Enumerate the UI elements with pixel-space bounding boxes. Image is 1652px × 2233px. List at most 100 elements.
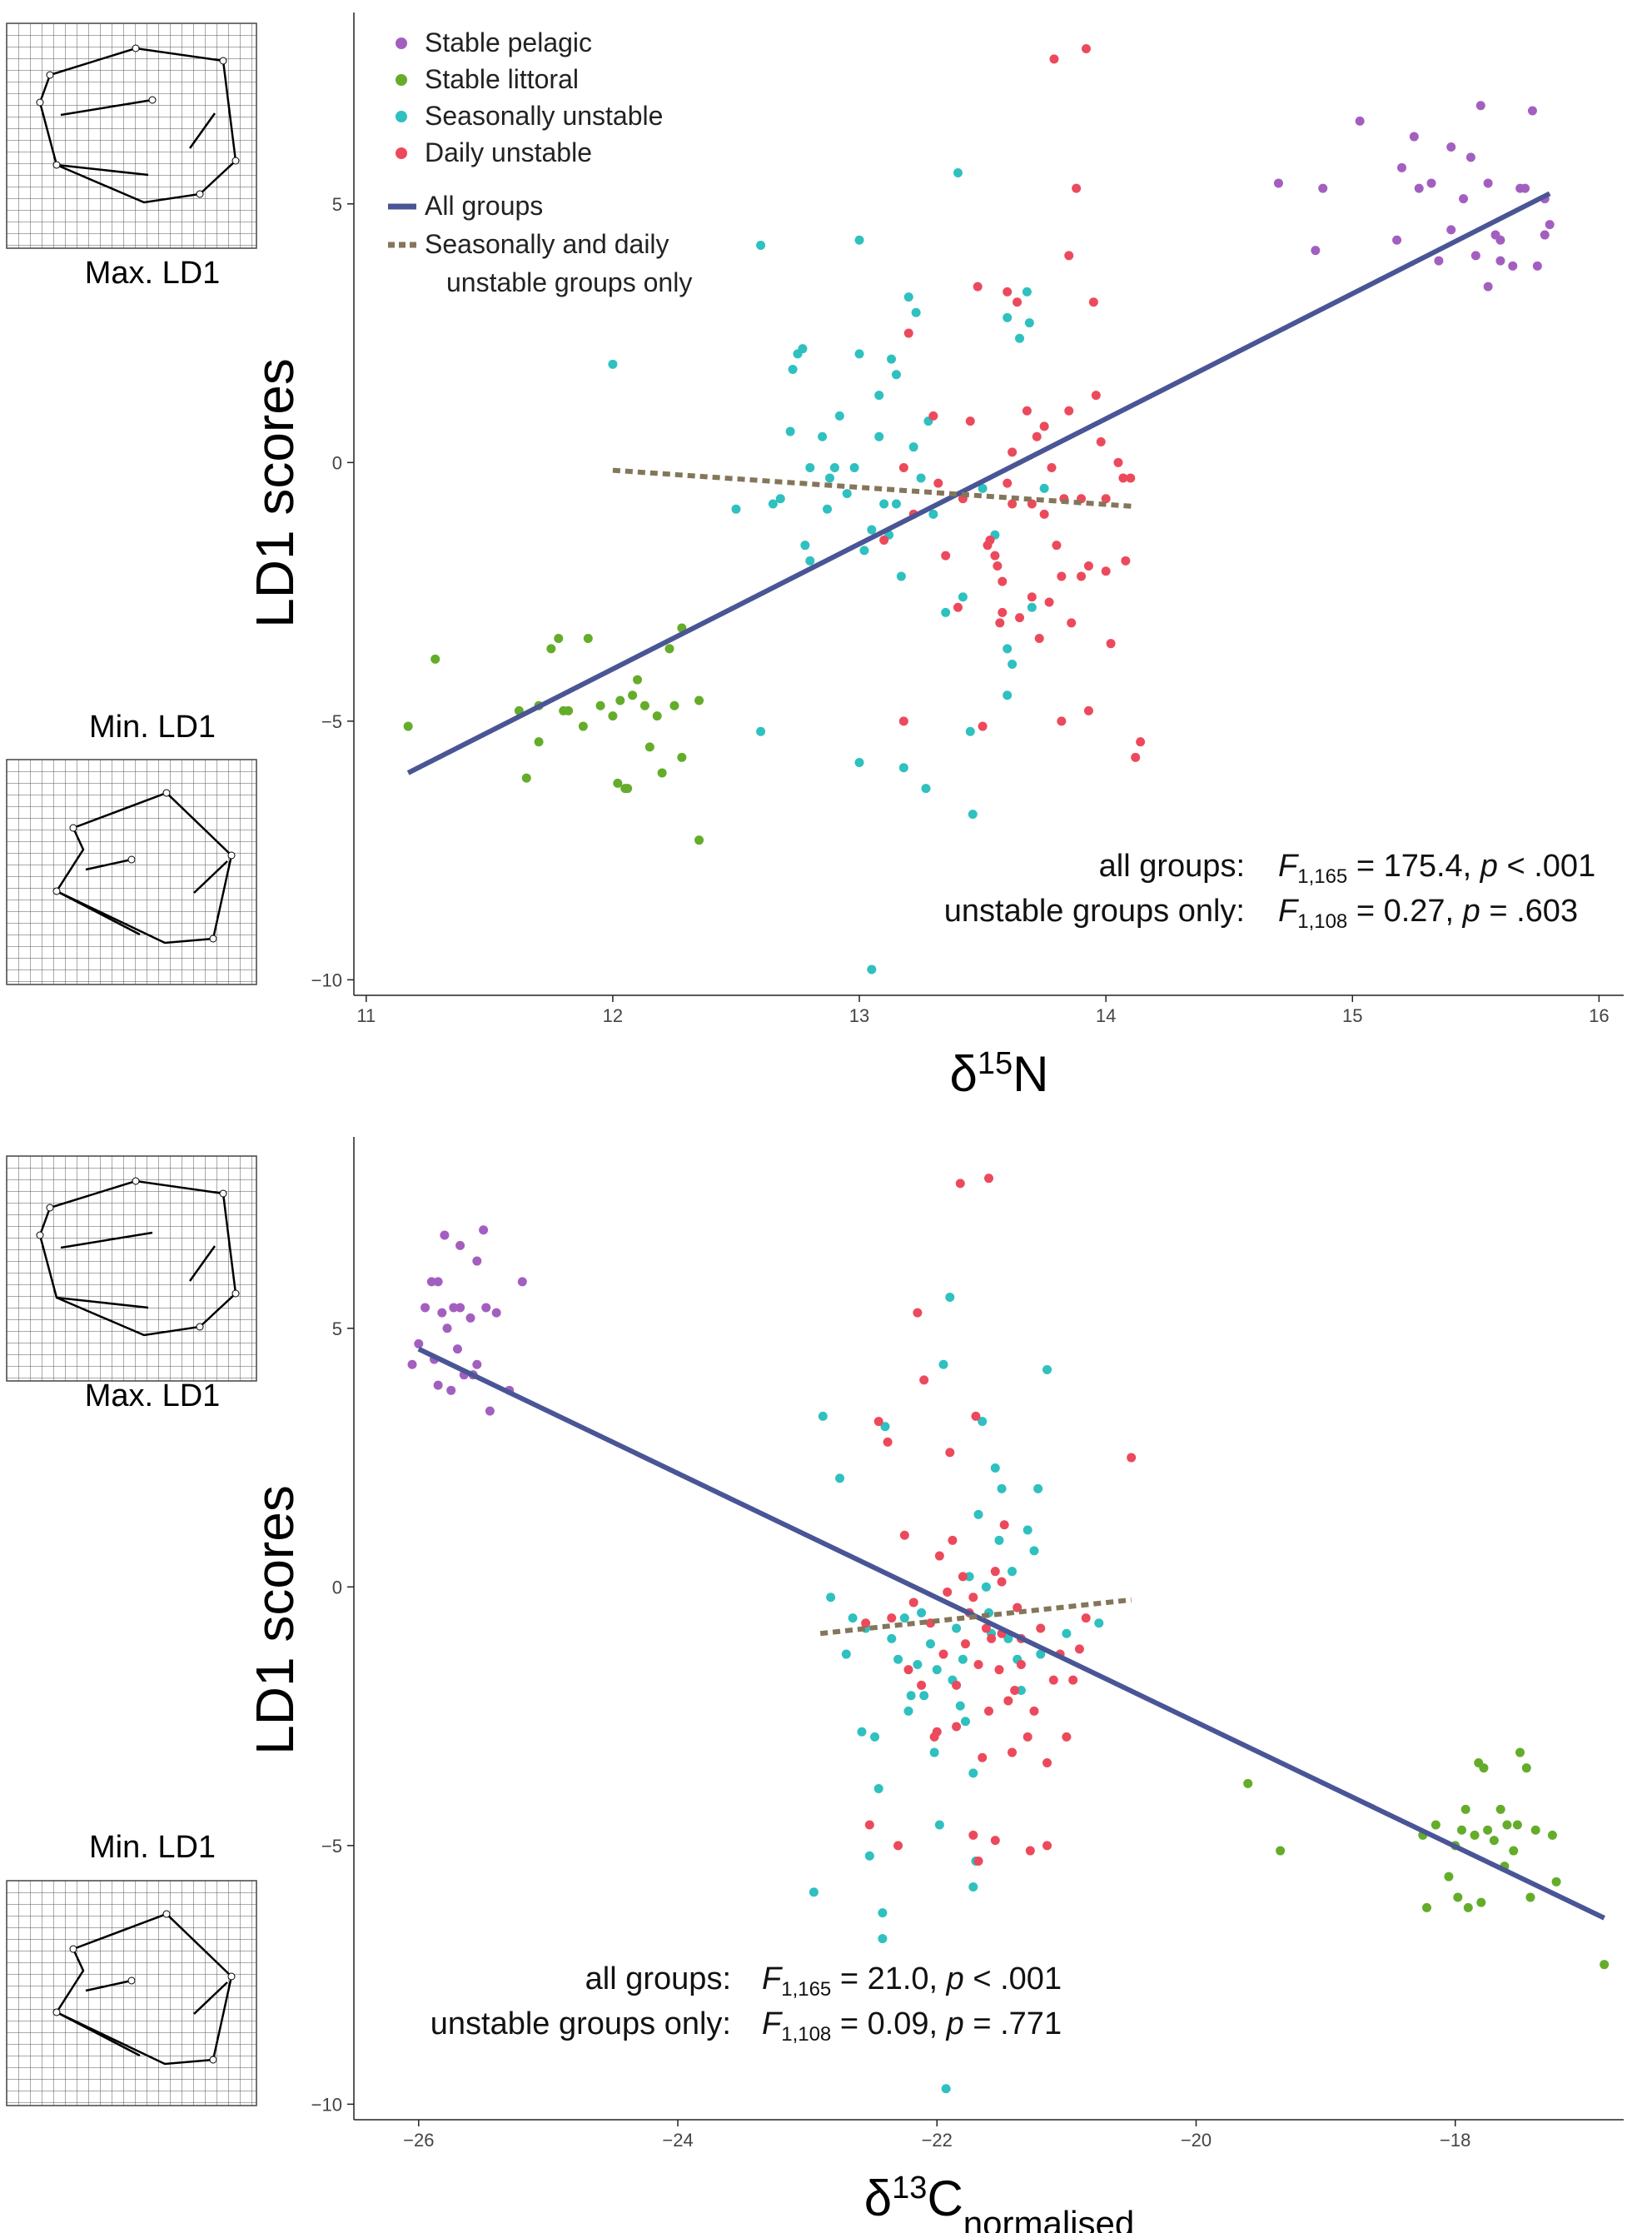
point-stable-pelagic [1520,183,1530,193]
point-seasonally-unstable [921,784,931,794]
point-seasonally-unstable [1003,1633,1013,1643]
point-daily-unstable [952,1680,962,1690]
x-axis-delta: δ [949,1046,977,1102]
point-seasonally-unstable [978,483,988,493]
point-stable-littoral [546,644,556,654]
point-stable-pelagic [1409,132,1419,142]
point-stable-pelagic [1483,178,1493,188]
legend-dot-stable-pelagic [396,37,407,49]
point-seasonally-unstable [953,168,963,178]
x-tick-label: 15 [1342,1005,1362,1026]
legend-dot-stable-littoral [396,74,407,86]
regression-line-all-groups [417,1346,1605,1921]
point-seasonally-unstable [906,1691,916,1701]
point-daily-unstable [1062,1732,1072,1742]
stats-all-p: p [1480,849,1498,884]
point-stable-littoral [623,784,633,794]
point-seasonally-unstable [818,431,828,441]
point-daily-unstable [903,328,913,338]
point-daily-unstable [945,1448,955,1458]
point-seasonally-unstable [1016,1686,1026,1696]
point-seasonally-unstable [867,525,877,535]
point-stable-pelagic [491,1308,501,1318]
legend-dot-seasonally-unstable [396,111,407,122]
point-seasonally-unstable [941,607,951,617]
point-seasonally-unstable [1023,1525,1032,1535]
point-stable-pelagic [455,1240,465,1250]
point-stable-littoral [430,654,440,664]
legend: Stable pelagic Stable littoral Seasonall… [388,27,692,297]
point-stable-littoral [694,695,704,705]
y-tick-label: 0 [332,452,342,473]
point-seasonally-unstable [1008,1567,1018,1577]
point-daily-unstable [1067,618,1077,628]
point-stable-littoral [1460,1804,1470,1814]
regression-line-unstable [819,1597,1132,1637]
x-axis-element: N [1013,1046,1048,1102]
point-daily-unstable [990,1567,1000,1577]
stats-all-F: F [762,1961,783,1996]
y-tick-label: 5 [332,1318,342,1339]
point-seasonally-unstable [919,1691,929,1701]
point-daily-unstable [1083,561,1093,571]
point-daily-unstable [941,551,951,561]
point-stable-littoral [1243,1778,1253,1788]
regression-line-all-groups [406,191,1551,775]
point-seasonally-unstable [768,499,778,509]
x-axis-sup: 15 [978,1046,1013,1081]
point-stable-pelagic [1446,142,1456,152]
point-daily-unstable [1136,737,1146,747]
point-daily-unstable [1048,1675,1058,1685]
point-stable-littoral [1431,1820,1441,1830]
point-stable-pelagic [1273,178,1283,188]
point-daily-unstable [998,576,1008,586]
point-daily-unstable [958,1572,968,1582]
point-daily-unstable [993,561,1003,571]
warp-label-max-bottom: Max. LD1 [85,1378,221,1413]
point-stable-littoral [521,773,531,783]
point-stable-littoral [1551,1877,1561,1887]
stats-all-label: all groups: [1099,849,1245,884]
stats-all-groups: all groups: [1099,849,1245,884]
point-stable-pelagic [1459,194,1469,204]
point-seasonally-unstable [978,1417,988,1427]
point-seasonally-unstable [898,763,908,773]
point-daily-unstable [1081,43,1091,53]
point-seasonally-unstable [878,1934,888,1944]
point-seasonally-unstable [887,354,897,364]
point-daily-unstable [1118,473,1128,483]
point-stable-littoral [1444,1872,1454,1882]
point-stable-pelagic [1426,178,1436,188]
point-daily-unstable [1049,54,1059,64]
point-seasonally-unstable [1062,1628,1072,1638]
point-seasonally-unstable [823,504,833,514]
point-seasonally-unstable [964,1572,974,1582]
point-daily-unstable [1106,639,1116,649]
stats-all-value: F1,165 = 21.0, p < .001 [762,1961,1062,2001]
point-stable-pelagic [1318,183,1328,193]
point-daily-unstable [1088,297,1098,307]
point-seasonally-unstable [834,411,844,421]
point-daily-unstable [997,1577,1007,1587]
stats-unstable: unstable groups only: [430,2006,731,2041]
point-stable-pelagic [517,1277,527,1287]
point-daily-unstable [1127,1453,1137,1463]
point-daily-unstable [861,1618,871,1628]
point-daily-unstable [903,1665,913,1675]
y-tick-label: −10 [311,2094,342,2115]
point-daily-unstable [1121,556,1131,566]
warp-label-min-top: Min. LD1 [89,710,216,745]
point-stable-littoral [1421,1902,1431,1912]
point-stable-pelagic [465,1313,475,1323]
point-seasonally-unstable [913,1659,923,1669]
point-stable-pelagic [1475,101,1485,111]
stats-unst-prest: = .603 [1480,894,1578,929]
point-daily-unstable [981,1623,991,1633]
point-seasonally-unstable [903,1706,913,1716]
point-daily-unstable [873,1417,883,1427]
point-daily-unstable [987,1633,997,1643]
x-tick-label: 16 [1589,1005,1609,1026]
point-daily-unstable [928,411,938,421]
point-seasonally-unstable [911,307,921,317]
stats-unst-value: F1,108 = 0.09, p = .771 [762,2006,1062,2046]
